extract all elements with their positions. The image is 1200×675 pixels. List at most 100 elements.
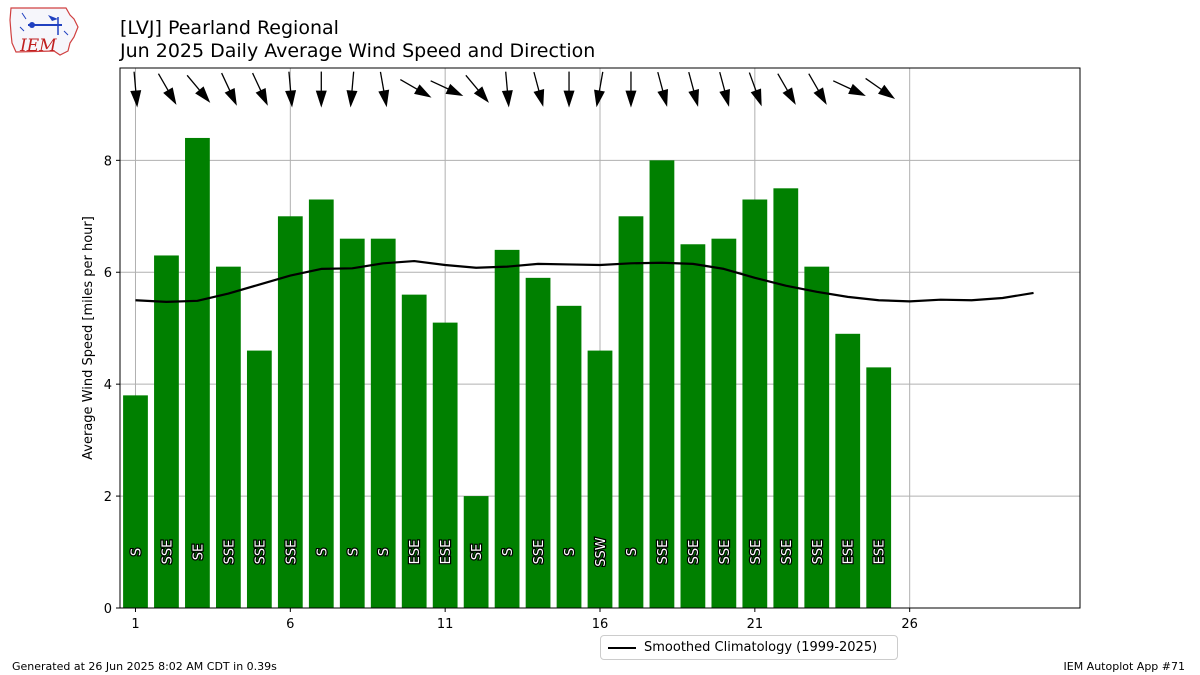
chart-title-station: [LVJ] Pearland Regional bbox=[120, 17, 339, 39]
wind-arrow-shaft bbox=[657, 71, 664, 92]
y-tick-label: 2 bbox=[104, 490, 112, 505]
wind-arrow-shaft bbox=[252, 72, 262, 92]
bar-day-22 bbox=[773, 188, 799, 608]
iem-logo-graphic: IEM bbox=[9, 7, 79, 56]
wind-arrow-shaft bbox=[288, 71, 292, 92]
direction-labels: S SSE SE SSE SSE SSE S S S ESE ESE SE S SSE S SSW S SSE SS… bbox=[128, 536, 889, 568]
legend-line-swatch bbox=[608, 647, 636, 649]
bar-day-4 bbox=[216, 266, 241, 608]
wind-arrow-head bbox=[501, 90, 513, 108]
wind-arrow-shaft bbox=[865, 77, 883, 91]
wind-arrow-shaft bbox=[832, 80, 852, 90]
direction-label-day-17: S bbox=[625, 548, 640, 556]
bar-day-14 bbox=[525, 277, 551, 608]
bar-day-23 bbox=[804, 266, 830, 608]
wind-arrow-shaft bbox=[157, 73, 170, 92]
wind-arrows bbox=[130, 71, 896, 108]
wind-arrow-shaft bbox=[186, 74, 201, 92]
direction-label-day-20: SSE bbox=[718, 540, 733, 565]
wind-arrow-day-1 bbox=[130, 71, 142, 108]
wind-arrow-day-12 bbox=[465, 74, 489, 103]
direction-label-day-19: SSE bbox=[687, 540, 702, 565]
generated-timestamp: Generated at 26 Jun 2025 8:02 AM CDT in … bbox=[12, 660, 277, 673]
direction-label-day-14: SSE bbox=[532, 540, 547, 565]
wind-arrow-day-22 bbox=[777, 73, 796, 105]
direction-label-day-7: S bbox=[315, 548, 330, 556]
wind-arrow-shaft bbox=[598, 71, 604, 92]
wind-arrow-head bbox=[625, 90, 637, 108]
bar-day-8 bbox=[339, 238, 365, 608]
wind-arrow-day-6 bbox=[285, 71, 297, 108]
x-tick-label: 26 bbox=[901, 617, 918, 632]
wind-arrow-day-4 bbox=[221, 72, 237, 106]
wind-arrow-head bbox=[285, 90, 297, 108]
direction-label-day-9: S bbox=[377, 548, 392, 556]
bar-day-2 bbox=[154, 255, 179, 609]
wind-arrow-day-15 bbox=[563, 71, 575, 108]
wind-arrow-shaft bbox=[505, 71, 509, 92]
wind-arrow-head bbox=[224, 87, 237, 106]
wind-arrow-day-19 bbox=[688, 71, 699, 107]
wind-arrow-head bbox=[163, 87, 177, 105]
wind-arrow-head bbox=[750, 88, 762, 107]
bar-day-17 bbox=[618, 216, 644, 608]
direction-label-day-6: SSE bbox=[284, 540, 299, 565]
wind-arrow-head bbox=[594, 89, 605, 108]
wind-arrow-shaft bbox=[777, 73, 789, 92]
wind-arrow-shaft bbox=[719, 71, 726, 92]
iem-logo: IEM bbox=[8, 5, 80, 59]
direction-label-day-22: SSE bbox=[780, 540, 795, 565]
bar-day-6 bbox=[277, 216, 303, 608]
wind-arrow-day-11 bbox=[430, 80, 464, 97]
wind-arrow-day-21 bbox=[748, 72, 762, 107]
wind-arrow-head bbox=[195, 86, 211, 103]
wind-arrow-head bbox=[813, 87, 827, 105]
bar-day-5 bbox=[246, 350, 272, 608]
wind-arrow-day-24 bbox=[832, 80, 866, 97]
wind-arrow-head bbox=[782, 87, 796, 105]
wind-arrow-head bbox=[378, 89, 390, 108]
wind-arrow-day-9 bbox=[378, 71, 390, 108]
x-tick-label: 6 bbox=[286, 617, 294, 632]
wind-arrow-day-2 bbox=[157, 73, 177, 105]
direction-label-day-4: SSE bbox=[222, 540, 237, 565]
wind-arrow-day-16 bbox=[594, 71, 605, 108]
svg-text:IEM: IEM bbox=[19, 36, 57, 56]
y-tick-label: 8 bbox=[104, 154, 112, 169]
direction-label-day-16: SSW bbox=[594, 537, 609, 567]
bar-day-7 bbox=[308, 199, 334, 608]
wind-arrow-shaft bbox=[430, 80, 450, 90]
chart-title-description: Jun 2025 Daily Average Wind Speed and Di… bbox=[120, 40, 596, 62]
bar-day-18 bbox=[649, 160, 675, 608]
bar-series bbox=[123, 137, 892, 609]
bar-day-15 bbox=[556, 305, 582, 608]
bar-day-25 bbox=[866, 367, 892, 608]
wind-arrow-day-23 bbox=[808, 73, 827, 105]
wind-arrow-shaft bbox=[351, 71, 355, 92]
x-tick-label: 1 bbox=[131, 617, 139, 632]
wind-arrow-shaft bbox=[133, 71, 137, 92]
bar-day-11 bbox=[432, 322, 458, 608]
wind-arrow-shaft bbox=[400, 79, 418, 91]
wind-arrow-day-10 bbox=[400, 79, 432, 98]
wind-arrow-shaft bbox=[533, 71, 540, 92]
autoplot-app-id: IEM Autoplot App #71 bbox=[1063, 660, 1186, 673]
bar-day-20 bbox=[711, 238, 737, 608]
direction-label-day-18: SSE bbox=[656, 540, 671, 565]
direction-label-day-8: S bbox=[346, 548, 361, 556]
direction-label-day-25: ESE bbox=[873, 540, 888, 565]
wind-arrow-shaft bbox=[688, 71, 695, 92]
wind-arrow-head bbox=[563, 90, 575, 108]
wind-arrow-day-18 bbox=[657, 71, 669, 107]
bar-day-1 bbox=[123, 395, 148, 608]
wind-arrow-head bbox=[255, 87, 268, 106]
direction-label-day-3: SE bbox=[191, 544, 206, 560]
bar-day-3 bbox=[185, 137, 210, 608]
wind-arrow-head bbox=[315, 90, 327, 108]
wind-arrow-day-3 bbox=[186, 74, 211, 103]
climatology-line bbox=[135, 259, 1034, 304]
direction-label-day-2: SSE bbox=[160, 540, 175, 565]
wind-arrow-head bbox=[473, 86, 489, 103]
